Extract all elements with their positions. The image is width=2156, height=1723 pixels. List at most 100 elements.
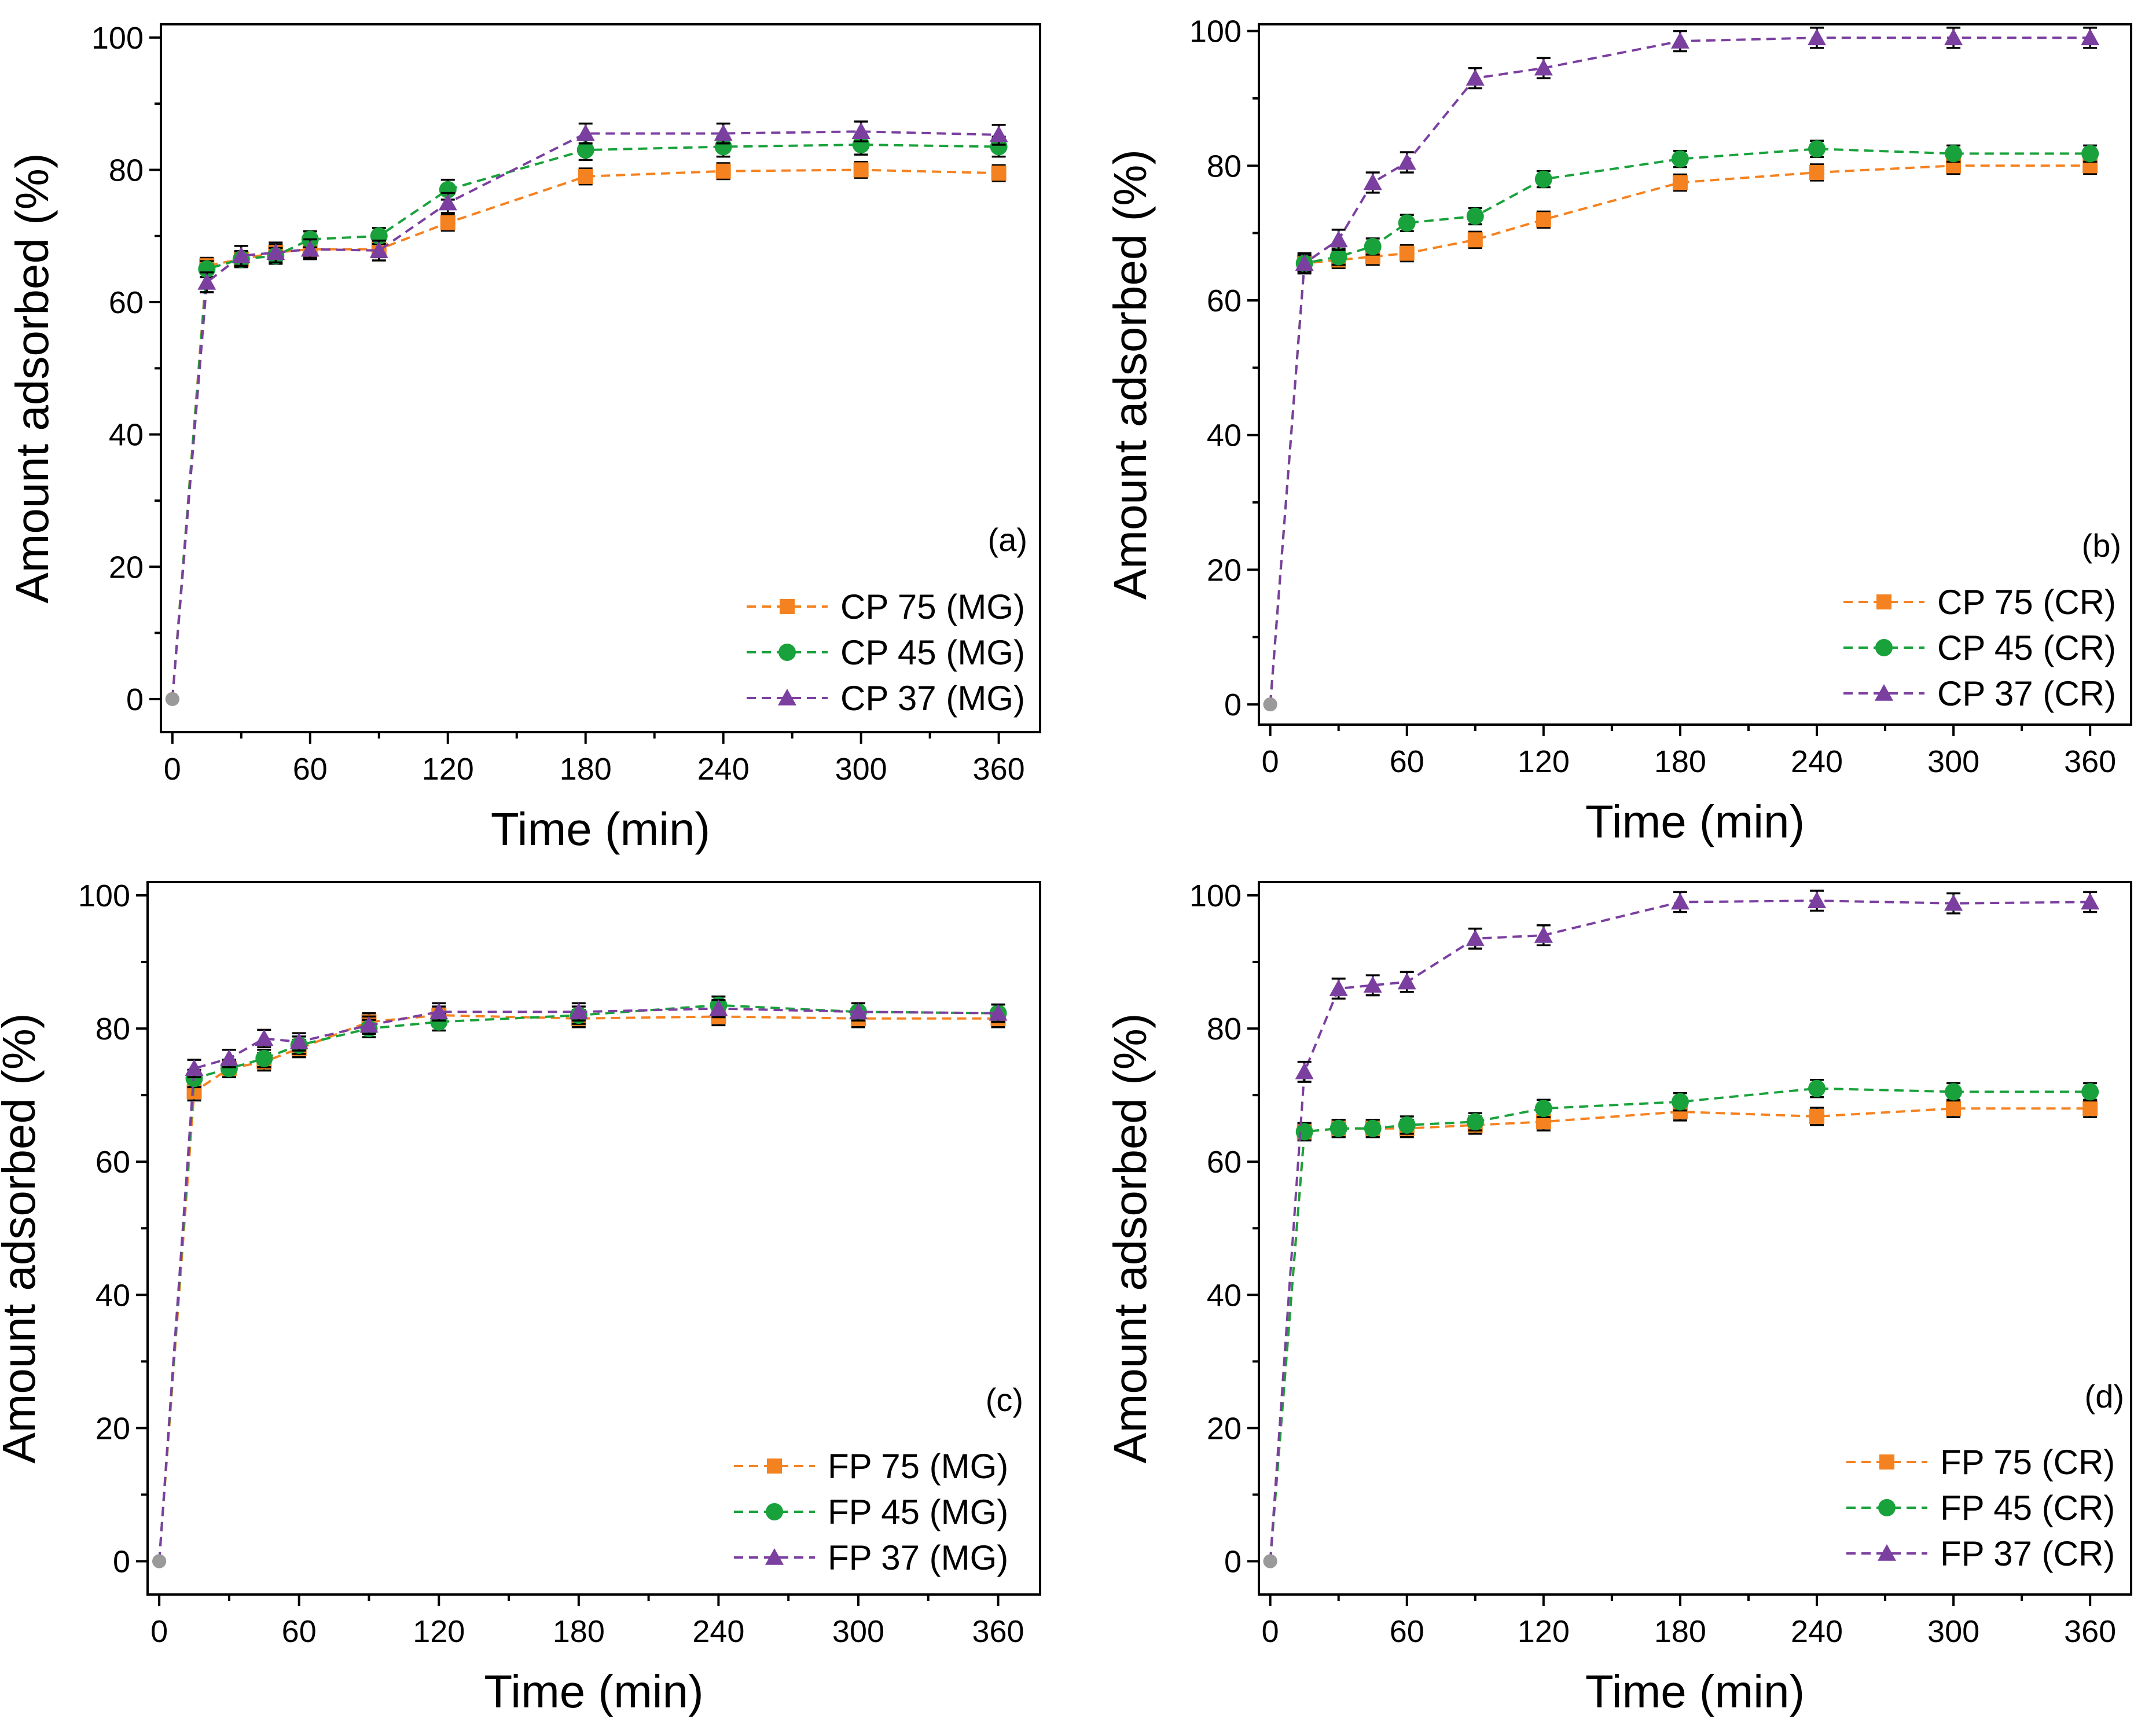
series-line xyxy=(158,1014,998,1562)
legend-marker xyxy=(1878,1499,1896,1516)
x-tick-label: 0 xyxy=(1262,744,1279,779)
data-point xyxy=(1808,140,1826,158)
data-point xyxy=(1534,58,1553,76)
data-point xyxy=(2081,1083,2099,1101)
legend-label: CP 45 (CR) xyxy=(1937,629,2116,667)
y-tick-label: 0 xyxy=(1224,1544,1242,1579)
data-point-origin xyxy=(165,692,179,706)
data-point xyxy=(266,243,285,260)
panel-label: (b) xyxy=(2082,527,2121,564)
legend-label: FP 45 (CR) xyxy=(1940,1489,2115,1527)
y-tick-label: 80 xyxy=(96,1012,130,1046)
data-point xyxy=(1809,164,1825,180)
x-tick-label: 240 xyxy=(1791,1614,1843,1649)
data-point xyxy=(1398,1116,1416,1134)
data-point-origin xyxy=(1263,697,1277,712)
y-tick-label: 20 xyxy=(109,550,144,585)
data-point xyxy=(715,163,731,179)
legend-label: FP 75 (MG) xyxy=(828,1447,1008,1486)
data-point xyxy=(1672,175,1688,190)
legend-marker xyxy=(766,1503,783,1520)
y-axis-label: Amount adsorbed (%) xyxy=(1104,1013,1156,1463)
y-tick-label: 20 xyxy=(1207,1411,1242,1446)
data-point xyxy=(578,168,593,184)
legend-label: FP 37 (CR) xyxy=(1940,1534,2115,1573)
x-tick-label: 60 xyxy=(1390,744,1424,779)
x-tick-label: 360 xyxy=(972,1614,1024,1649)
x-tick-label: 300 xyxy=(1927,1614,1979,1649)
data-point xyxy=(429,1002,449,1020)
legend-marker xyxy=(780,599,795,614)
plot-frame xyxy=(1258,881,2132,1596)
x-tick-label: 120 xyxy=(1518,744,1570,779)
x-tick-label: 0 xyxy=(164,752,181,787)
y-tick-label: 20 xyxy=(1207,553,1242,587)
legend-label: FP 75 (CR) xyxy=(1940,1443,2115,1482)
x-axis-label: Time (min) xyxy=(484,1666,703,1717)
y-tick-label: 100 xyxy=(1189,879,1242,913)
data-point xyxy=(569,1002,588,1020)
y-tick-label: 80 xyxy=(109,153,144,188)
x-axis-label: Time (min) xyxy=(491,803,710,855)
y-tick-label: 0 xyxy=(126,682,144,717)
y-tick-label: 80 xyxy=(1207,149,1242,183)
legend-label: FP 45 (MG) xyxy=(828,1493,1008,1531)
data-point xyxy=(1536,212,1551,227)
data-point xyxy=(1466,929,1485,946)
legend-label: FP 37 (MG) xyxy=(828,1538,1008,1577)
legend-marker xyxy=(1876,594,1891,609)
data-point xyxy=(853,162,869,178)
x-tick-label: 240 xyxy=(697,752,750,787)
series-triangle xyxy=(165,120,1008,706)
data-point xyxy=(1808,1079,1826,1097)
panel-label: (a) xyxy=(988,521,1027,558)
y-tick-label: 20 xyxy=(96,1411,130,1446)
data-point xyxy=(709,999,728,1016)
plot-frame xyxy=(1258,23,2132,726)
data-point xyxy=(255,1029,274,1046)
x-tick-label: 360 xyxy=(2064,1614,2116,1649)
x-tick-label: 180 xyxy=(560,752,612,787)
data-point xyxy=(1670,892,1689,910)
data-point xyxy=(1467,232,1483,248)
plot-frame xyxy=(160,23,1041,733)
data-point xyxy=(1329,1119,1347,1137)
y-tick-label: 60 xyxy=(1207,284,1242,318)
y-tick-label: 100 xyxy=(1189,14,1242,49)
x-tick-label: 360 xyxy=(2064,744,2116,779)
x-tick-label: 360 xyxy=(973,752,1025,787)
legend-marker xyxy=(765,1548,784,1565)
x-axis-label: Time (min) xyxy=(1585,796,1805,847)
data-point xyxy=(576,124,595,141)
x-axis-label: Time (min) xyxy=(1585,1666,1805,1717)
data-point xyxy=(219,1049,238,1066)
data-point xyxy=(359,1016,379,1033)
legend: FP 75 (CR) FP 45 (CR) FP 37 (CR) xyxy=(1846,1443,2115,1573)
y-tick-label: 80 xyxy=(1207,1012,1242,1046)
series-triangle xyxy=(152,998,1008,1568)
data-point xyxy=(198,260,216,278)
data-point xyxy=(1534,926,1553,943)
series-line xyxy=(1269,164,2091,705)
data-point xyxy=(1397,972,1416,990)
data-point xyxy=(1329,230,1348,248)
data-point xyxy=(989,1004,1008,1021)
data-point xyxy=(2081,892,2100,910)
panel-b: 0 60 120 180 240 300 360 0 20 40 60 80 100 Time (min)… xyxy=(1104,14,2132,847)
x-tick-label: 60 xyxy=(1390,1614,1424,1649)
data-point xyxy=(1944,28,1963,46)
data-point xyxy=(1670,32,1689,49)
data-point xyxy=(1808,891,1827,909)
y-tick-label: 60 xyxy=(1207,1145,1242,1180)
legend: CP 75 (CR) CP 45 (CR) CP 37 (CR) xyxy=(1843,583,2116,713)
x-tick-label: 300 xyxy=(1927,744,1979,779)
data-point xyxy=(1364,237,1382,255)
legend: FP 75 (MG) FP 45 (MG) FP 37 (MG) xyxy=(734,1447,1008,1577)
data-point-origin xyxy=(152,1554,167,1568)
data-point-origin xyxy=(1263,1554,1277,1568)
data-point xyxy=(849,1002,868,1020)
data-point xyxy=(255,1049,273,1067)
x-tick-label: 240 xyxy=(692,1614,744,1649)
data-point xyxy=(300,240,319,257)
